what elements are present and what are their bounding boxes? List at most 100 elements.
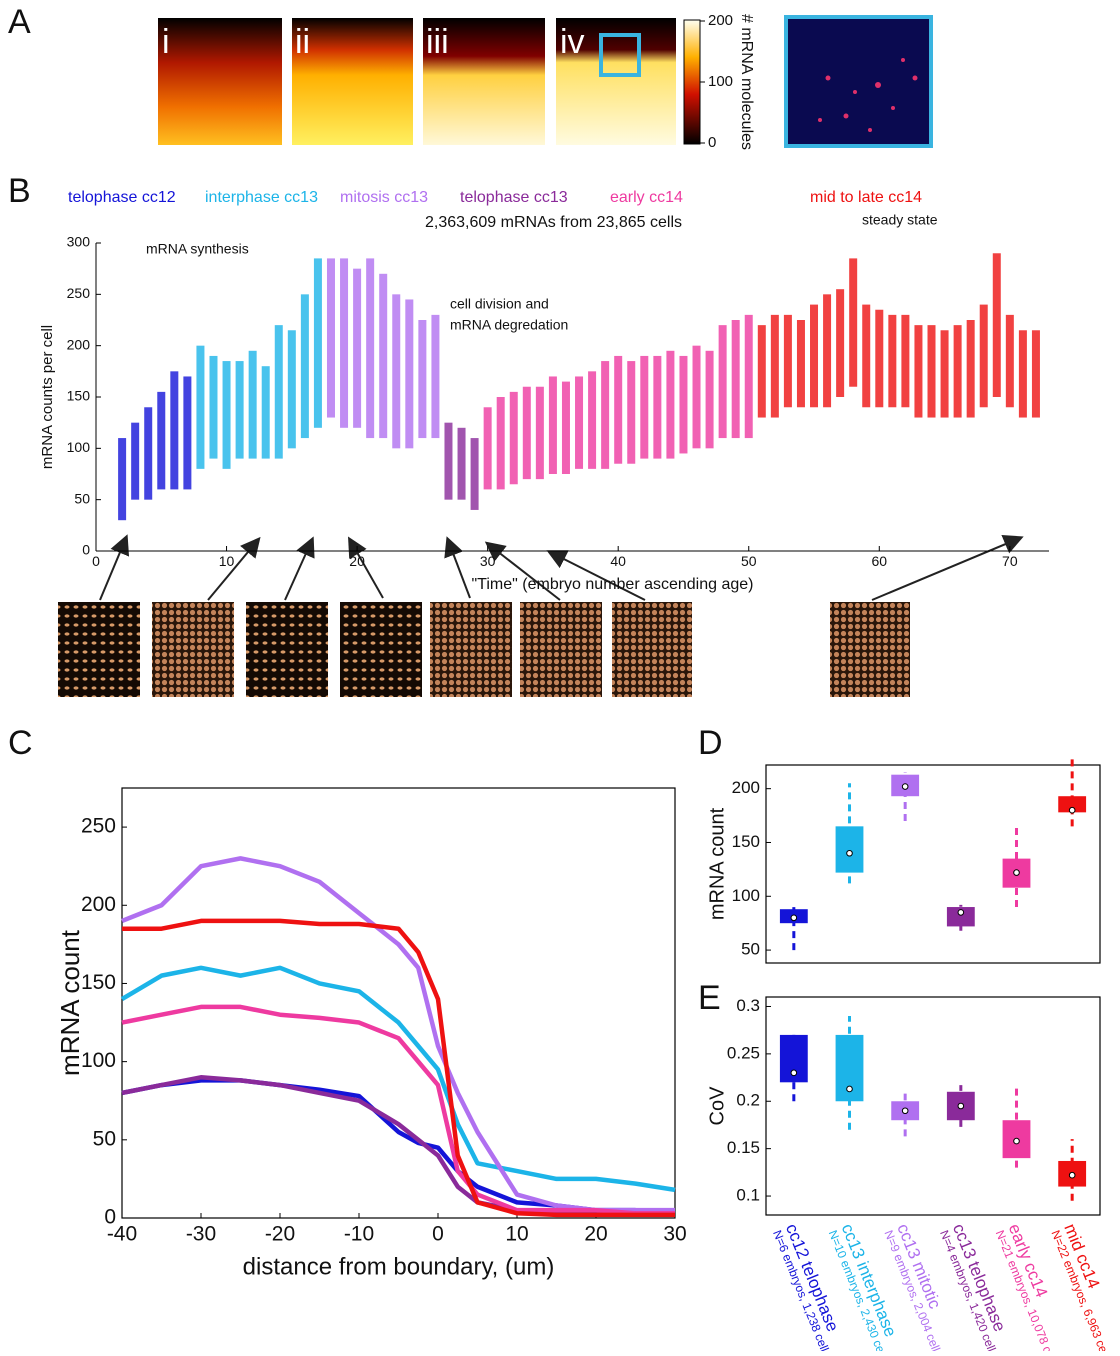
count-range [692, 345, 701, 449]
y-tick-label: 50 [741, 940, 760, 959]
y-tick-label: 100 [67, 439, 91, 455]
count-range [535, 386, 544, 480]
y-tick-label: 0.1 [736, 1186, 760, 1205]
y-tick-label: 250 [81, 815, 116, 838]
count-range [783, 314, 792, 408]
legend-entry: mitosis cc13 [340, 189, 428, 206]
count-range [209, 355, 218, 459]
median [1068, 806, 1076, 814]
count-range [796, 320, 805, 408]
count-range [418, 320, 427, 439]
count-range [470, 438, 479, 510]
panel-label: E [698, 979, 721, 1017]
count-range [901, 314, 910, 408]
image-label: ii [295, 23, 310, 61]
count-range [992, 253, 1001, 397]
x-tick-label: 20 [349, 553, 365, 569]
x-tick-label: 0 [92, 553, 100, 569]
y-axis-label: CoV [706, 1086, 728, 1126]
median [790, 914, 798, 922]
x-tick-label: 40 [610, 553, 626, 569]
profile-line [121, 1075, 675, 1216]
count-range [496, 397, 505, 490]
y-tick-label: 0.3 [736, 996, 760, 1015]
x-tick-label: -20 [265, 1222, 295, 1245]
count-range [836, 289, 845, 397]
count-range [522, 386, 531, 480]
profile-line [121, 1004, 675, 1216]
annotation: cell division and [450, 296, 549, 312]
count-range [640, 355, 649, 459]
x-tick-label: 30 [480, 553, 496, 569]
count-range [248, 350, 257, 459]
count-range [588, 371, 597, 469]
median [1068, 1171, 1076, 1179]
colorbar-tick-label: 200 [708, 12, 733, 29]
y-axis-label: mRNA count [55, 929, 85, 1076]
count-range [614, 355, 623, 464]
zoom-box [599, 33, 641, 77]
count-range [366, 258, 375, 439]
heatmap-image [556, 18, 676, 145]
count-range [509, 391, 518, 485]
legend-entry: telophase cc12 [68, 189, 176, 206]
count-range [653, 355, 662, 459]
y-tick-label: 150 [67, 388, 91, 404]
count-range [1031, 330, 1040, 418]
count-range [705, 350, 714, 449]
panel-label: C [8, 724, 33, 762]
count-range [170, 371, 179, 490]
count-range [392, 294, 401, 449]
median [901, 783, 909, 790]
box [835, 826, 864, 873]
count-range [666, 350, 675, 459]
profile-line [120, 965, 676, 1193]
arrows [99, 534, 1024, 601]
count-range [118, 438, 127, 521]
count-range [405, 299, 414, 449]
count-range [261, 366, 270, 459]
x-tick-label: 10 [219, 553, 235, 569]
fluorescence-image [784, 15, 933, 148]
y-axis-label: mRNA counts per cell [39, 325, 56, 469]
count-range [379, 273, 388, 439]
count-range [770, 314, 779, 418]
y-tick-label: 150 [81, 971, 116, 994]
median [1013, 1137, 1020, 1145]
count-range [300, 294, 309, 439]
x-tick-label: -40 [107, 1222, 137, 1245]
heatmap-image [292, 18, 413, 145]
profile-line [122, 918, 675, 1218]
count-range [444, 422, 453, 500]
count-range [287, 330, 296, 449]
count-range [196, 345, 205, 469]
count-range [823, 294, 832, 408]
x-tick-label: 50 [741, 553, 757, 569]
thumbnails [58, 602, 910, 697]
y-tick-label: 50 [93, 1127, 116, 1150]
heatmap-image [423, 18, 545, 145]
count-range [235, 361, 244, 459]
legend-entry: telophase cc13 [460, 189, 568, 206]
y-tick-label: 0.25 [727, 1043, 760, 1062]
y-tick-label: 0.15 [727, 1138, 760, 1157]
y-tick-label: 200 [81, 893, 116, 916]
x-tick-label: 0 [432, 1222, 444, 1245]
colorbar-label: # mRNA molecules [738, 14, 755, 150]
count-range [483, 407, 492, 490]
count-range [144, 407, 153, 500]
x-tick-label: 30 [663, 1222, 686, 1245]
colorbar-tick-label: 0 [708, 134, 716, 151]
count-range [222, 361, 231, 469]
image-label: iv [560, 23, 585, 61]
plot-frame [121, 787, 676, 1219]
y-tick-label: 50 [74, 490, 90, 506]
x-tick-label: -10 [344, 1222, 374, 1245]
legend-entry: early cc14 [610, 189, 683, 206]
count-range [718, 325, 727, 439]
median [846, 1085, 853, 1093]
y-tick-label: 250 [67, 285, 91, 301]
annotation: steady state [862, 212, 938, 228]
